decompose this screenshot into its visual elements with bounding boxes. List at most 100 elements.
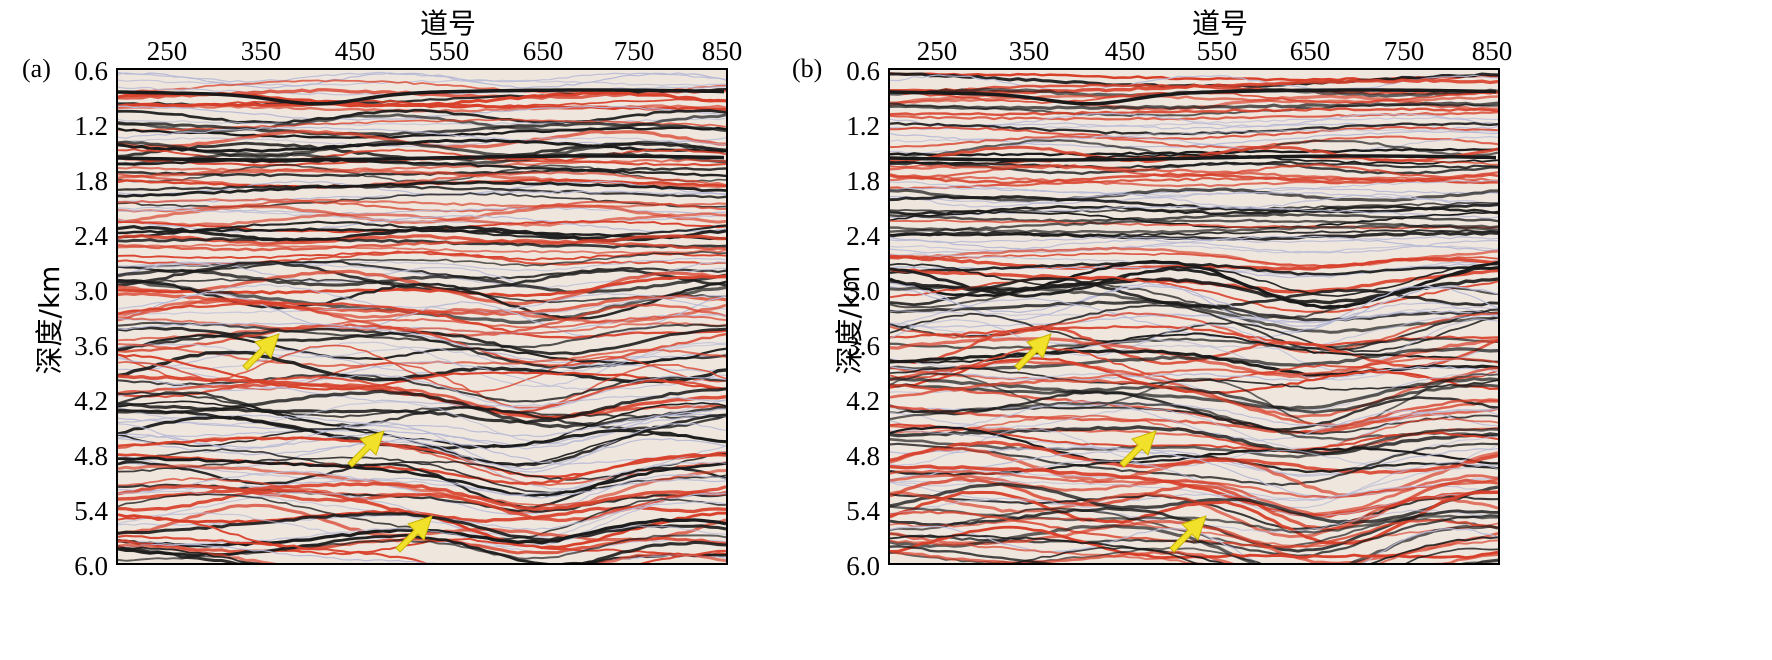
panel-label: (b) [792,54,823,83]
y-tick-label: 5.4 [74,496,108,526]
reflector-line [890,545,1498,563]
annotation-arrow [1169,515,1207,553]
reflector-line [890,446,1498,477]
reflector-line [118,209,726,225]
seismic-image [890,70,1498,563]
reflector-line [118,382,726,420]
reflector-line [890,128,1498,143]
x-tick-label: 350 [1008,36,1050,66]
reflector-line [890,407,1498,450]
x-tick-label: 850 [1471,36,1513,66]
reflector-line [890,332,1498,364]
reflector-line [118,236,726,249]
reflector-line [890,349,1498,377]
reflector-line [890,193,1498,209]
reflector-line [118,543,726,563]
reflector-line [890,195,1498,214]
reflector-line [118,295,726,315]
reflector-line [890,474,1498,516]
reflector-line [890,365,1498,382]
y-tick-label: 4.2 [846,386,880,416]
annotation-arrow [347,430,385,468]
x-tick-label: 450 [334,36,376,66]
reflector-line [118,129,726,149]
reflector-line [118,464,726,514]
reflector-line [890,285,1498,327]
y-tick-label: 4.8 [846,441,880,471]
reflector-line [118,180,726,198]
reflector-line [118,334,726,365]
reflector-line [118,71,726,83]
reflector-line [890,212,1498,223]
y-tick-label: 3.6 [846,331,880,361]
reflector-line [890,549,1498,563]
reflector-line [118,353,726,391]
reflector-line [890,312,1498,353]
reflector-line [118,373,726,403]
reflector-line [118,238,726,252]
reflector-line [890,179,1498,197]
annotation-arrow [242,333,280,371]
reflector-line [118,184,726,199]
reflector-line [118,389,726,429]
reflector-line [890,263,1498,298]
reflector-line [890,107,1498,117]
reflector-line [118,197,726,208]
reflector-line [890,490,1498,539]
x-tick-label: 850 [701,36,743,66]
reflector-line [118,342,726,374]
reflector-line [118,349,726,376]
reflector-line [118,154,725,162]
reflector-line [118,383,726,408]
reflector-line [890,125,1498,141]
reflector-line [890,235,1498,252]
x-tick-label: 750 [613,36,655,66]
seismic-section [116,68,728,565]
reflector-line [118,257,726,272]
reflector-line [890,187,1498,195]
y-tick-label: 5.4 [846,496,880,526]
seismic-image [118,70,726,563]
y-tick-label: 1.8 [74,166,108,196]
reflector-line [118,512,726,542]
x-axis-title: 道号 [1192,7,1249,40]
reflector-line [890,147,1498,157]
panel-label: (a) [22,54,51,83]
reflector-line [890,400,1498,442]
reflector-line [890,337,1498,350]
reflector-line [890,219,1498,230]
reflector-line [890,338,1498,381]
reflector-line [118,180,726,196]
reflector-line [890,88,1497,106]
y-tick-label: 6.0 [74,551,108,581]
reflector-line [118,481,726,511]
reflector-line [890,299,1498,322]
x-tick-label: 550 [1196,36,1238,66]
annotation-arrow [1119,430,1157,468]
y-tick-label: 1.2 [74,111,108,141]
reflector-line [890,367,1498,391]
x-tick-label: 350 [240,36,282,66]
reflector-line [890,102,1498,117]
y-tick-label: 3.0 [846,276,880,306]
annotation-arrow [1014,333,1052,371]
annotation-arrow [395,515,433,553]
reflector-line [890,490,1498,545]
reflector-line [890,176,1498,191]
x-tick-label: 650 [522,36,564,66]
x-tick-label: 250 [146,36,188,66]
reflector-line [118,79,726,87]
reflector-line [890,282,1498,320]
reflector-line [118,400,726,445]
reflector-line [118,260,726,280]
reflector-line [890,428,1498,471]
reflector-line [118,540,726,563]
reflector-line [118,391,726,419]
reflector-line [118,260,726,291]
reflector-line [890,83,1498,96]
reflector-line [118,536,726,555]
reflector-line [118,268,726,294]
reflector-line [118,460,726,509]
reflector-line [890,224,1498,234]
reflector-line [118,278,726,320]
